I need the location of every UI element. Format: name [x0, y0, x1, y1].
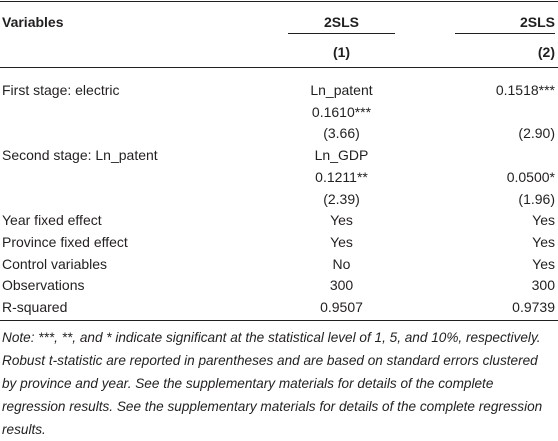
row-label: First stage: electric	[2, 82, 120, 98]
cell: (1.96)	[518, 190, 555, 207]
cell: No	[332, 255, 351, 272]
cell: Ln_GDP	[314, 147, 369, 164]
row-label: Province fixed effect	[2, 233, 128, 250]
header-cell: 2SLS	[323, 14, 359, 30]
cell: (2.39)	[323, 190, 360, 207]
column-rule	[455, 33, 555, 34]
cell: Yes	[330, 233, 353, 250]
cell: 300	[329, 277, 354, 294]
row-label: Control variables	[2, 255, 108, 272]
row-label: Observations	[2, 277, 85, 294]
bottom-rule	[0, 320, 558, 321]
header-rule	[0, 67, 558, 68]
cell: 0.9739	[512, 299, 555, 315]
cell: Yes	[532, 255, 555, 272]
subheader-cell: (2)	[537, 44, 555, 60]
cell: 0.1211**	[315, 168, 368, 185]
row-label: Year fixed effect	[2, 212, 102, 229]
cell: 0.1610***	[311, 103, 372, 120]
header-cell: Variables	[2, 14, 64, 30]
cell: 0.0500*	[506, 168, 555, 185]
top-rule	[0, 1, 558, 2]
cell: (3.66)	[323, 125, 360, 142]
cell: (2.90)	[518, 125, 555, 142]
cell: Yes	[330, 212, 353, 229]
cell: 300	[531, 277, 555, 294]
header-cell: 2SLS	[519, 14, 555, 30]
subheader-cell: (1)	[332, 44, 351, 60]
row-label: Second stage: Ln_patent	[2, 147, 158, 164]
note: Note: ***, **, and * indicate significan…	[2, 330, 543, 437]
cell: Ln_patent	[310, 82, 373, 98]
cell: Yes	[532, 212, 555, 229]
cell: 0.9507	[320, 299, 363, 315]
row-label: R-squared	[2, 299, 68, 315]
cell: Yes	[532, 233, 555, 250]
cell: 0.1518***	[495, 82, 555, 98]
column-rule	[288, 33, 395, 34]
